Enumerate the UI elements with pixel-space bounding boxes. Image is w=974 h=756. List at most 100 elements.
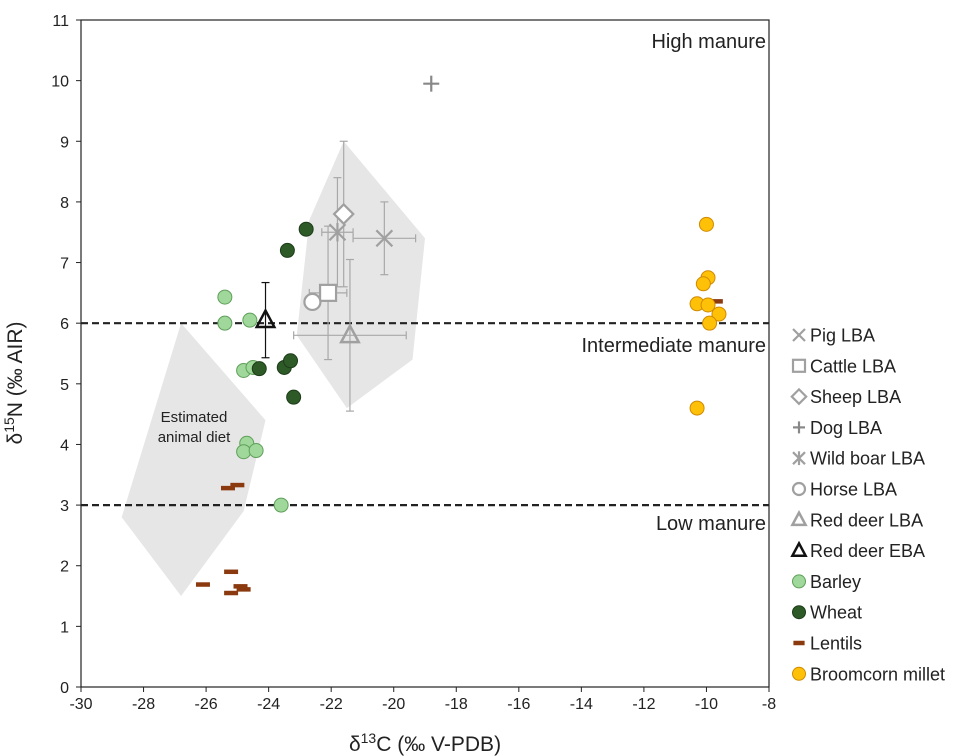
point-broomcorn-millet	[711, 306, 727, 322]
legend-marker	[792, 451, 806, 466]
legend-label: Pig LBA	[810, 326, 875, 346]
x-tick-label: -30	[69, 696, 92, 713]
legend-marker	[791, 481, 807, 497]
point-barley	[242, 312, 258, 328]
threshold-lines	[81, 322, 769, 507]
legend-marker	[790, 387, 808, 406]
point-sheep-lba	[332, 202, 355, 226]
x-tick-label: -12	[632, 696, 655, 713]
y-tick-label: 9	[60, 134, 69, 151]
point-broomcorn-millet	[700, 297, 716, 313]
shaded-areas	[121, 141, 425, 597]
legend-item-barley: Barley	[792, 572, 861, 592]
legend-marker	[790, 509, 808, 527]
point-wild-boar-lba	[328, 223, 347, 242]
legend-marker	[791, 358, 807, 373]
region-label-low-manure: Low manure	[656, 513, 766, 535]
legend-label: Cattle LBA	[810, 356, 896, 376]
point-broomcorn-millet	[702, 315, 718, 331]
legend-item-dog-lba: Dog LBA	[793, 418, 882, 438]
legend-marker	[792, 605, 806, 620]
legend-label: Broomcorn millet	[810, 664, 945, 684]
x-tick-label: -16	[507, 696, 530, 713]
y-tick-label: 10	[51, 74, 69, 91]
point-barley	[217, 315, 233, 331]
y-tick-label: 5	[60, 377, 69, 394]
point-barley	[273, 497, 289, 513]
point-wheat	[286, 389, 302, 405]
legend: Pig LBA Cattle LBA Sheep LBA Dog LBA Wild bo…	[790, 326, 945, 684]
legend-label: Wheat	[810, 603, 862, 623]
legend-item-horse-lba: Horse LBA	[791, 480, 897, 500]
legend-label: Red deer LBA	[810, 510, 923, 530]
y-tick-label: 2	[60, 559, 69, 576]
x-tick-label: -8	[762, 696, 776, 713]
legend-label: Red deer EBA	[810, 541, 925, 561]
plot-border	[80, 19, 770, 688]
x-axis-ticks: -30 -28 -26 -24 -22 -20 -18 -16 -14 -12 -10 -8	[69, 687, 776, 713]
shaded-area-1	[296, 141, 425, 409]
point-red-deer-lba	[339, 323, 361, 344]
point-broomcorn-millet	[689, 400, 705, 416]
legend-label: Lentils	[810, 634, 862, 654]
legend-item-wild-boar-lba: Wild boar LBA	[792, 449, 925, 469]
point-broomcorn-millet	[698, 216, 714, 232]
point-wheat	[279, 242, 295, 258]
y-tick-label: 0	[60, 680, 69, 697]
point-barley	[236, 444, 252, 460]
plot-frame	[80, 19, 770, 688]
point-barley	[217, 289, 233, 305]
legend-label: Barley	[810, 572, 861, 592]
legend-item-red-deer-lba: Red deer LBA	[790, 509, 923, 530]
legend-item-sheep-lba: Sheep LBA	[790, 387, 901, 407]
region-label-intermediate-manure: Intermediate manure	[581, 335, 766, 357]
legend-label: Horse LBA	[810, 480, 897, 500]
y-tick-label: 3	[60, 498, 69, 515]
y-tick-label: 7	[60, 256, 69, 273]
point-cattle-lba	[318, 283, 338, 302]
point-dog-lba	[423, 75, 440, 92]
legend-item-cattle-lba: Cattle LBA	[791, 356, 896, 376]
legend-item-pig-lba: Pig LBA	[792, 326, 875, 346]
x-tick-label: -20	[382, 696, 405, 713]
x-tick-label: -28	[132, 696, 155, 713]
x-axis-title: δ13C (‰ V-PDB)	[349, 730, 501, 756]
point-red-deer-eba	[254, 307, 277, 329]
region-label-high-manure: High manure	[651, 31, 766, 53]
legend-marker	[792, 666, 806, 681]
y-tick-label: 11	[52, 13, 69, 30]
x-tick-label: -26	[195, 696, 218, 713]
y-tick-label: 6	[60, 316, 69, 333]
y-tick-label: 1	[60, 619, 69, 636]
shaded-area-0	[121, 323, 266, 597]
legend-item-broomcorn-millet: Broomcorn millet	[792, 664, 945, 684]
legend-label: Sheep LBA	[810, 387, 901, 407]
point-broomcorn-millet	[695, 276, 711, 292]
annotation-animal-diet: animal diet	[158, 429, 231, 446]
x-tick-label: -18	[445, 696, 468, 713]
data-points	[195, 75, 727, 596]
legend-marker	[792, 328, 806, 342]
y-axis-title: δ15N (‰ AIR)	[1, 322, 27, 445]
x-tick-label: -10	[695, 696, 718, 713]
y-tick-label: 8	[60, 195, 69, 212]
legend-item-wheat: Wheat	[792, 603, 862, 623]
x-tick-label: -22	[320, 696, 343, 713]
y-axis-ticks: 0 1 2 3 4 5 6 7 8 9 10 11	[51, 13, 81, 697]
legend-item-lentils: Lentils	[793, 634, 862, 654]
x-tick-label: -14	[570, 696, 593, 713]
point-barley	[248, 443, 264, 459]
x-tick-label: -24	[257, 696, 280, 713]
point-wheat	[251, 361, 267, 377]
legend-item-red-deer-eba: Red deer EBA	[790, 540, 925, 561]
legend-label: Wild boar LBA	[810, 449, 925, 469]
point-wheat	[283, 353, 299, 369]
legend-marker	[793, 421, 805, 434]
point-wheat	[298, 221, 314, 237]
y-tick-label: 4	[60, 437, 69, 454]
legend-marker	[790, 540, 808, 557]
annotation-estimated: Estimated	[161, 409, 228, 426]
legend-marker	[792, 574, 806, 589]
legend-label: Dog LBA	[810, 418, 882, 438]
